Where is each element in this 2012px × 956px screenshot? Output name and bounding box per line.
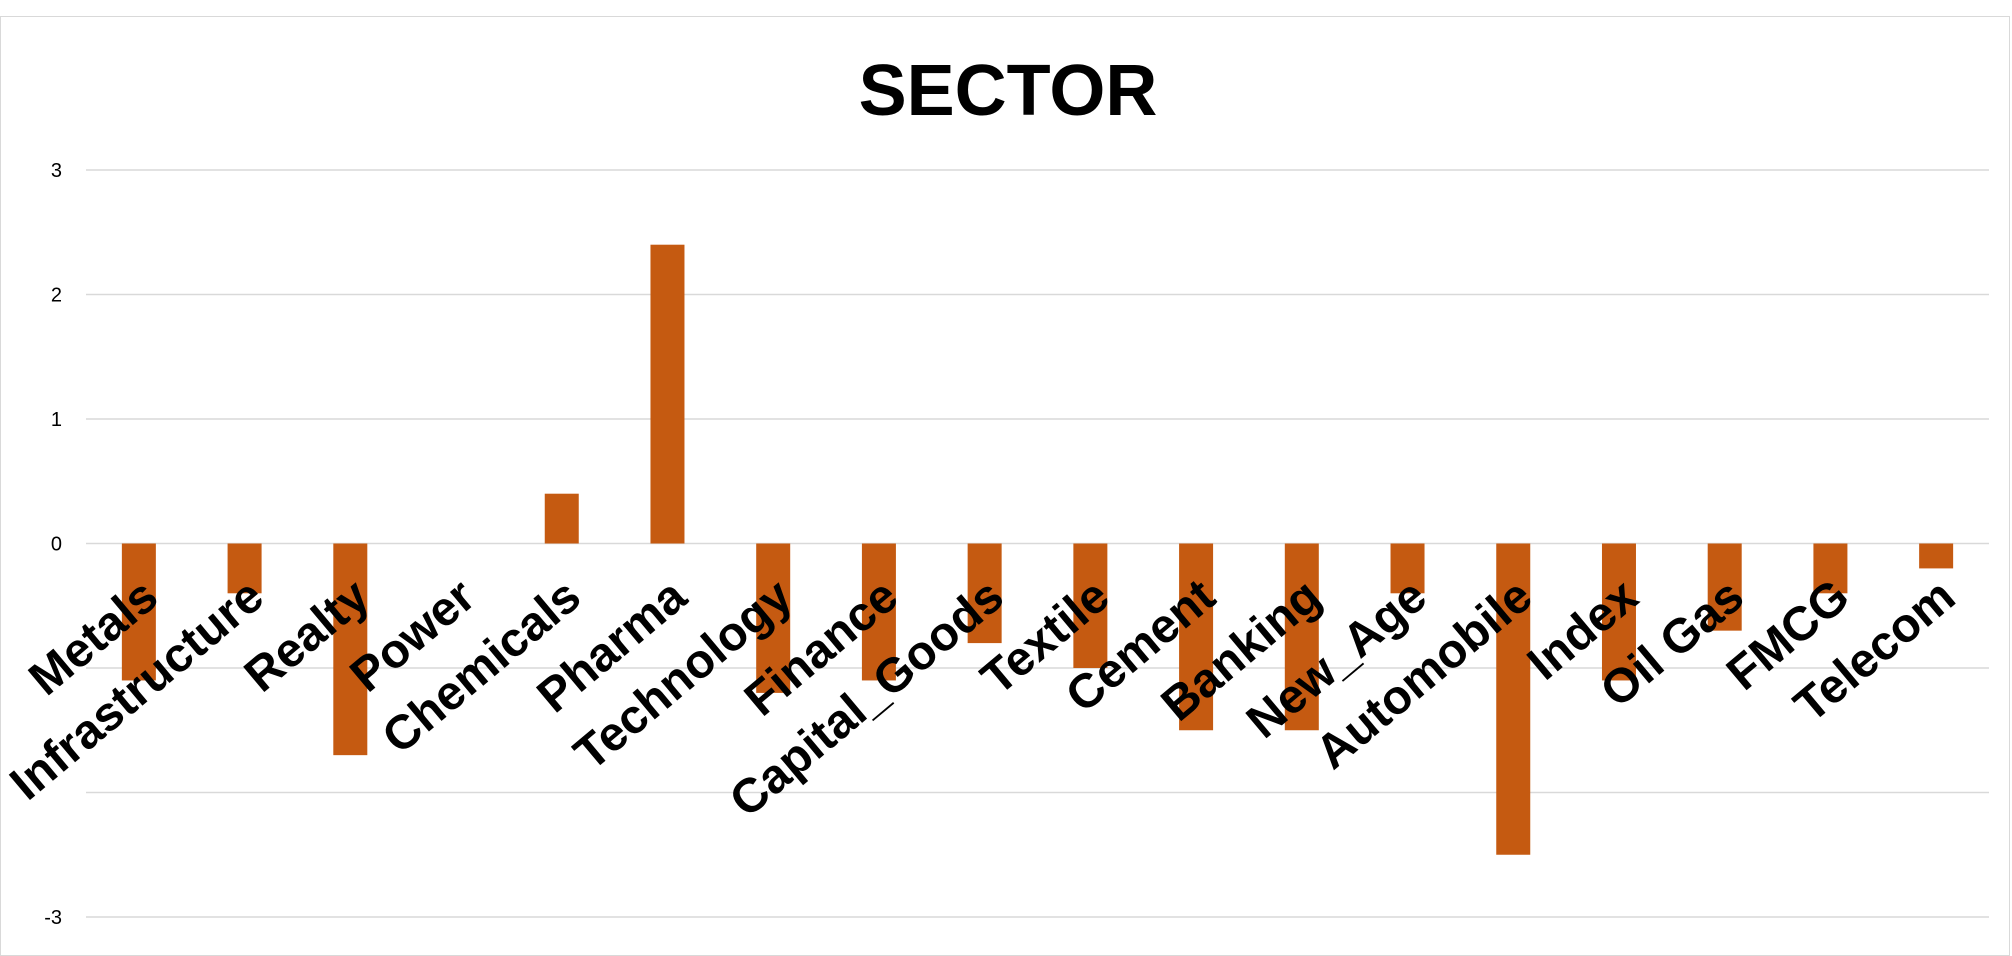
grid-lines xyxy=(86,170,1989,917)
bars xyxy=(122,245,1953,855)
chart-title: SECTOR xyxy=(859,51,1158,131)
y-tick-label: 3 xyxy=(51,160,62,182)
bar-pharma xyxy=(650,245,684,544)
y-tick-label: -3 xyxy=(44,907,62,929)
sector-bar-chart: SECTOR 3 2 1 0 -3 MetalsInfrastructureRealty… xyxy=(1,17,2011,940)
bar-chemicals xyxy=(545,494,579,544)
y-axis-ticks: 3 2 1 0 -3 xyxy=(44,160,62,929)
bar-telecom xyxy=(1919,544,1953,569)
y-tick-label: 0 xyxy=(51,534,62,556)
x-axis-ticks: MetalsInfrastructureRealtyPowerChemicals… xyxy=(1,569,1965,828)
y-tick-label: 2 xyxy=(51,285,62,307)
y-tick-label: 1 xyxy=(51,409,62,431)
